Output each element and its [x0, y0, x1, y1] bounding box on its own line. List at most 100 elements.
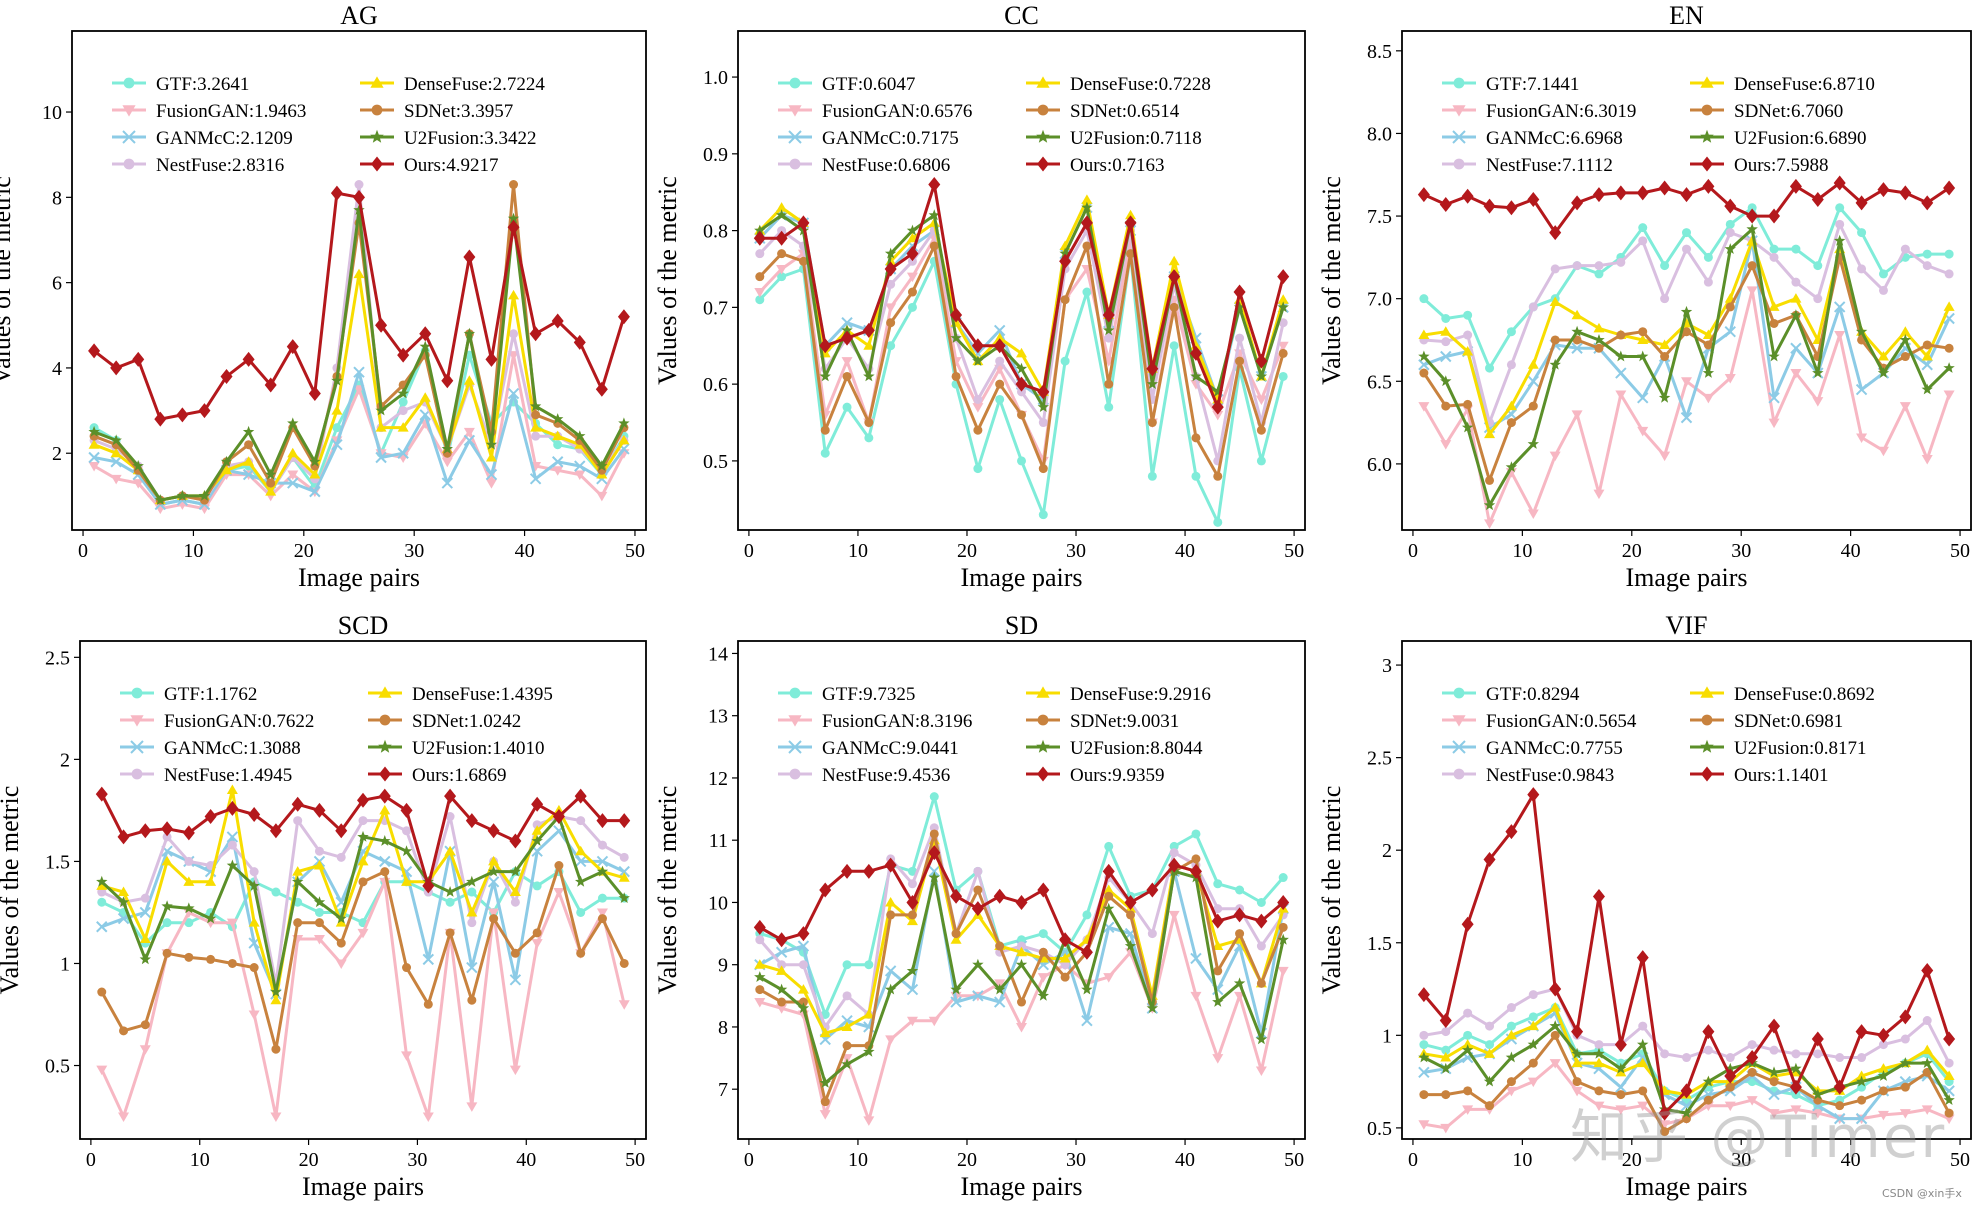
data-point	[819, 1077, 831, 1088]
data-point	[264, 377, 277, 393]
data-point	[1506, 360, 1516, 370]
x-tick-label: 30	[1731, 540, 1751, 562]
data-point	[1724, 373, 1736, 384]
data-point	[1660, 261, 1670, 271]
data-point	[994, 983, 1006, 995]
data-point	[1419, 1030, 1429, 1040]
data-point	[819, 370, 831, 382]
data-point	[886, 279, 896, 289]
data-point	[575, 845, 587, 856]
data-point	[507, 387, 520, 400]
data-point	[1146, 378, 1159, 389]
data-point	[1461, 421, 1474, 433]
data-point	[1680, 187, 1693, 203]
legend-marker	[1037, 156, 1049, 172]
data-point	[576, 907, 586, 917]
data-point	[1191, 471, 1201, 481]
data-point	[1484, 1048, 1496, 1058]
legend-item-fusiongan: FusionGAN:8.3196	[778, 711, 972, 732]
data-point	[531, 796, 544, 812]
data-point	[1725, 1053, 1735, 1063]
data-point	[1746, 208, 1759, 224]
legend-marker	[131, 768, 143, 780]
y-tick-label: 0.5	[703, 451, 728, 473]
data-point	[313, 934, 325, 945]
data-point	[864, 433, 874, 443]
data-point	[1169, 841, 1179, 851]
data-point	[1235, 356, 1245, 366]
legend-marker	[122, 105, 136, 117]
legend-label: NestFuse:9.4536	[822, 765, 950, 786]
y-tick-label: 7.5	[1367, 206, 1392, 228]
y-tick-label: 8.5	[1367, 41, 1392, 63]
series-u2fusion	[1418, 1020, 1955, 1118]
data-point	[161, 821, 174, 837]
chart-ag: AG Image pairs Values of the metric 0 10 20 30…	[0, 1, 647, 592]
data-point	[862, 863, 875, 879]
data-point	[531, 431, 541, 441]
legend-marker	[1453, 768, 1465, 780]
legend-marker	[1037, 714, 1049, 726]
data-point	[140, 893, 150, 903]
data-point	[754, 959, 766, 969]
plot-frame	[737, 640, 1306, 1140]
data-point	[243, 456, 255, 466]
legend-label: DenseFuse:9.2916	[1070, 684, 1211, 705]
legend-marker	[1701, 104, 1713, 116]
data-point	[1682, 228, 1691, 238]
data-point	[88, 462, 100, 472]
data-point	[1441, 1027, 1451, 1037]
data-point	[554, 861, 564, 871]
data-point	[841, 330, 854, 346]
data-point	[330, 185, 343, 201]
data-point	[314, 907, 324, 917]
legend-label: U2Fusion:0.8171	[1734, 738, 1867, 759]
data-point	[1724, 198, 1737, 214]
y-tick-label: 1	[1382, 1025, 1392, 1047]
x-tick-label: 50	[1284, 1149, 1304, 1171]
data-point	[1768, 1018, 1781, 1034]
legend-label: FusionGAN:0.6576	[822, 101, 972, 122]
data-point	[928, 177, 941, 193]
data-point	[1233, 301, 1246, 313]
data-point	[1483, 198, 1496, 214]
data-point	[1615, 1062, 1627, 1074]
legend-marker	[371, 104, 383, 116]
data-point	[1724, 1068, 1737, 1084]
legend: GTF:0.6047 FusionGAN:0.6576 GANMcC:0.7175 N…	[778, 74, 1211, 176]
data-point	[1146, 1002, 1159, 1014]
data-point	[380, 867, 390, 877]
y-tick-label: 2	[60, 749, 70, 771]
data-point	[1277, 933, 1289, 945]
data-point	[798, 256, 808, 266]
legend-item-nestfuse: NestFuse:2.8316	[112, 155, 284, 176]
data-point	[353, 189, 365, 205]
legend-marker	[1036, 686, 1050, 698]
legend-item-fusiongan: FusionGAN:1.9463	[112, 101, 306, 122]
data-point	[402, 826, 412, 836]
legend-marker	[130, 740, 144, 754]
chart-title: EN	[1669, 1, 1704, 30]
data-point	[1235, 333, 1245, 343]
data-point	[1278, 922, 1288, 932]
data-point	[885, 1035, 897, 1045]
data-point	[117, 896, 130, 908]
data-point	[444, 788, 457, 804]
data-point	[1594, 343, 1604, 353]
data-point	[1877, 1063, 1889, 1073]
data-point	[596, 491, 608, 502]
y-tick-label: 0.7	[703, 297, 728, 319]
data-point	[1944, 343, 1954, 353]
y-tick-label: 0.8	[703, 221, 728, 243]
data-point	[1233, 977, 1246, 989]
data-point	[1921, 963, 1934, 979]
data-point	[596, 908, 608, 918]
data-point	[379, 804, 391, 815]
legend: GTF:3.2641 FusionGAN:1.9463 GANMcC:2.1209 N…	[112, 74, 545, 176]
legend-item-ours: Ours:9.9359	[1026, 765, 1164, 786]
data-point	[375, 404, 387, 416]
data-point	[336, 938, 346, 948]
data-point	[508, 289, 520, 300]
data-point	[1835, 203, 1845, 213]
data-point	[1505, 824, 1518, 840]
